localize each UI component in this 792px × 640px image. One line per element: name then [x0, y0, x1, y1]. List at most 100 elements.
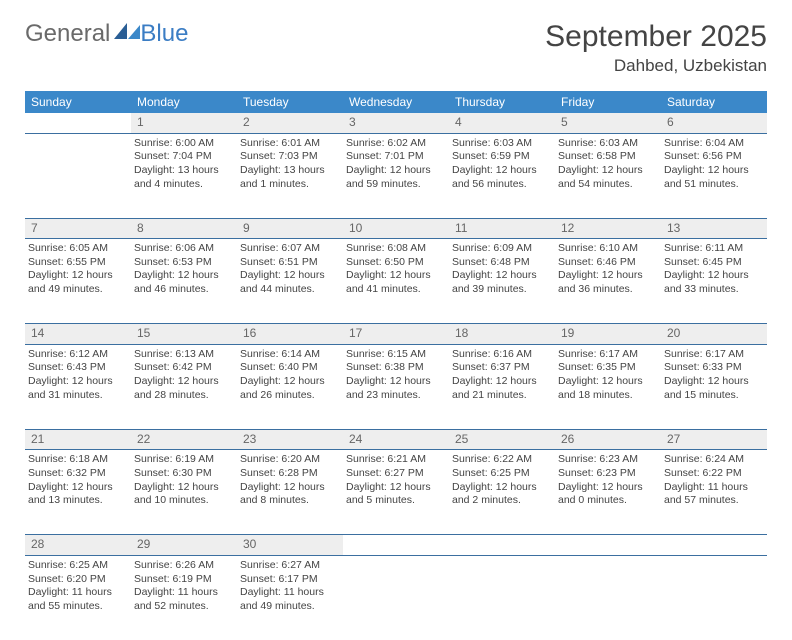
day-cell: Sunrise: 6:13 AMSunset: 6:42 PMDaylight:… [131, 344, 237, 429]
day-detail-line: and 36 minutes. [558, 283, 658, 297]
day-detail-line: Sunrise: 6:22 AM [452, 453, 552, 467]
day-detail-line: Daylight: 12 hours [28, 481, 128, 495]
day-detail-line: Sunrise: 6:03 AM [558, 137, 658, 151]
day-number: 25 [449, 429, 555, 450]
day-detail-line: Sunset: 7:01 PM [346, 150, 446, 164]
day-number: 28 [25, 535, 131, 556]
day-cell: Sunrise: 6:14 AMSunset: 6:40 PMDaylight:… [237, 344, 343, 429]
weekday-header: Sunday [25, 91, 131, 113]
weekday-header: Monday [131, 91, 237, 113]
day-detail-line: and 8 minutes. [240, 494, 340, 508]
day-detail-line: Sunset: 6:58 PM [558, 150, 658, 164]
day-number [555, 535, 661, 556]
day-detail-line: Daylight: 11 hours [240, 586, 340, 600]
day-detail-line: Sunset: 6:59 PM [452, 150, 552, 164]
day-detail-line: Sunrise: 6:10 AM [558, 242, 658, 256]
day-detail-line: and 55 minutes. [28, 600, 128, 614]
day-detail-line: Sunrise: 6:06 AM [134, 242, 234, 256]
day-detail-line: Sunset: 6:23 PM [558, 467, 658, 481]
day-detail-line: Sunrise: 6:07 AM [240, 242, 340, 256]
day-detail-line: and 46 minutes. [134, 283, 234, 297]
day-detail-line: and 4 minutes. [134, 178, 234, 192]
day-detail-line: Sunrise: 6:03 AM [452, 137, 552, 151]
day-detail-line: and 56 minutes. [452, 178, 552, 192]
header: General Blue September 2025 Dahbed, Uzbe… [25, 20, 767, 76]
day-detail-line: and 49 minutes. [240, 600, 340, 614]
day-detail-line: and 10 minutes. [134, 494, 234, 508]
day-detail-line: Sunrise: 6:16 AM [452, 348, 552, 362]
weekday-header: Friday [555, 91, 661, 113]
day-detail-line: Sunrise: 6:02 AM [346, 137, 446, 151]
day-cell: Sunrise: 6:27 AMSunset: 6:17 PMDaylight:… [237, 555, 343, 640]
day-detail-line: and 59 minutes. [346, 178, 446, 192]
day-cell: Sunrise: 6:01 AMSunset: 7:03 PMDaylight:… [237, 133, 343, 218]
day-number: 20 [661, 324, 767, 345]
day-detail-line: Sunset: 6:37 PM [452, 361, 552, 375]
day-detail-line: Sunset: 6:42 PM [134, 361, 234, 375]
day-cell: Sunrise: 6:15 AMSunset: 6:38 PMDaylight:… [343, 344, 449, 429]
day-detail-line: Sunset: 6:50 PM [346, 256, 446, 270]
day-detail-line: Daylight: 12 hours [346, 164, 446, 178]
day-number: 24 [343, 429, 449, 450]
day-detail-line: Daylight: 12 hours [452, 164, 552, 178]
day-detail-line: and 39 minutes. [452, 283, 552, 297]
weekday-header: Saturday [661, 91, 767, 113]
day-number: 9 [237, 218, 343, 239]
day-detail-line: and 57 minutes. [664, 494, 764, 508]
day-cell: Sunrise: 6:09 AMSunset: 6:48 PMDaylight:… [449, 239, 555, 324]
logo-text-a: General [25, 20, 110, 48]
daynum-row: 14151617181920 [25, 324, 767, 345]
day-detail-line: Sunset: 6:22 PM [664, 467, 764, 481]
day-number: 26 [555, 429, 661, 450]
week-row: Sunrise: 6:12 AMSunset: 6:43 PMDaylight:… [25, 344, 767, 429]
day-detail-line: Sunrise: 6:27 AM [240, 559, 340, 573]
day-detail-line: and 0 minutes. [558, 494, 658, 508]
day-detail-line: Sunrise: 6:05 AM [28, 242, 128, 256]
day-cell: Sunrise: 6:04 AMSunset: 6:56 PMDaylight:… [661, 133, 767, 218]
daynum-row: 78910111213 [25, 218, 767, 239]
day-detail-line: and 49 minutes. [28, 283, 128, 297]
day-cell: Sunrise: 6:17 AMSunset: 6:35 PMDaylight:… [555, 344, 661, 429]
day-number: 14 [25, 324, 131, 345]
day-detail-line: Sunrise: 6:23 AM [558, 453, 658, 467]
day-cell: Sunrise: 6:03 AMSunset: 6:58 PMDaylight:… [555, 133, 661, 218]
day-detail-line: Daylight: 12 hours [134, 269, 234, 283]
day-cell: Sunrise: 6:05 AMSunset: 6:55 PMDaylight:… [25, 239, 131, 324]
day-detail-line: Sunset: 6:25 PM [452, 467, 552, 481]
day-detail-line: and 18 minutes. [558, 389, 658, 403]
day-number: 8 [131, 218, 237, 239]
day-detail-line: Sunrise: 6:01 AM [240, 137, 340, 151]
day-detail-line: Sunrise: 6:08 AM [346, 242, 446, 256]
day-cell: Sunrise: 6:17 AMSunset: 6:33 PMDaylight:… [661, 344, 767, 429]
day-detail-line: Sunrise: 6:24 AM [664, 453, 764, 467]
day-cell: Sunrise: 6:02 AMSunset: 7:01 PMDaylight:… [343, 133, 449, 218]
day-detail-line: Sunrise: 6:17 AM [664, 348, 764, 362]
day-detail-line: Sunrise: 6:13 AM [134, 348, 234, 362]
day-detail-line: Daylight: 12 hours [240, 269, 340, 283]
day-detail-line: Sunset: 6:20 PM [28, 573, 128, 587]
day-detail-line: Daylight: 12 hours [664, 375, 764, 389]
logo-text-b: Blue [140, 20, 188, 48]
day-detail-line: and 28 minutes. [134, 389, 234, 403]
day-detail-line: Sunrise: 6:20 AM [240, 453, 340, 467]
day-detail-line: Daylight: 12 hours [664, 164, 764, 178]
day-number: 4 [449, 113, 555, 133]
day-detail-line: Daylight: 12 hours [346, 481, 446, 495]
day-number: 2 [237, 113, 343, 133]
week-row: Sunrise: 6:00 AMSunset: 7:04 PMDaylight:… [25, 133, 767, 218]
day-detail-line: Sunset: 7:04 PM [134, 150, 234, 164]
day-number: 17 [343, 324, 449, 345]
day-detail-line: Daylight: 12 hours [28, 269, 128, 283]
day-cell [449, 555, 555, 640]
day-detail-line: Sunrise: 6:21 AM [346, 453, 446, 467]
day-detail-line: Sunrise: 6:26 AM [134, 559, 234, 573]
day-number [661, 535, 767, 556]
day-number: 12 [555, 218, 661, 239]
calendar-header-row: SundayMondayTuesdayWednesdayThursdayFrid… [25, 91, 767, 113]
day-cell [555, 555, 661, 640]
day-detail-line: Daylight: 12 hours [28, 375, 128, 389]
day-detail-line: Sunset: 7:03 PM [240, 150, 340, 164]
day-detail-line: Daylight: 12 hours [558, 481, 658, 495]
daynum-row: 282930 [25, 535, 767, 556]
day-detail-line: and 31 minutes. [28, 389, 128, 403]
